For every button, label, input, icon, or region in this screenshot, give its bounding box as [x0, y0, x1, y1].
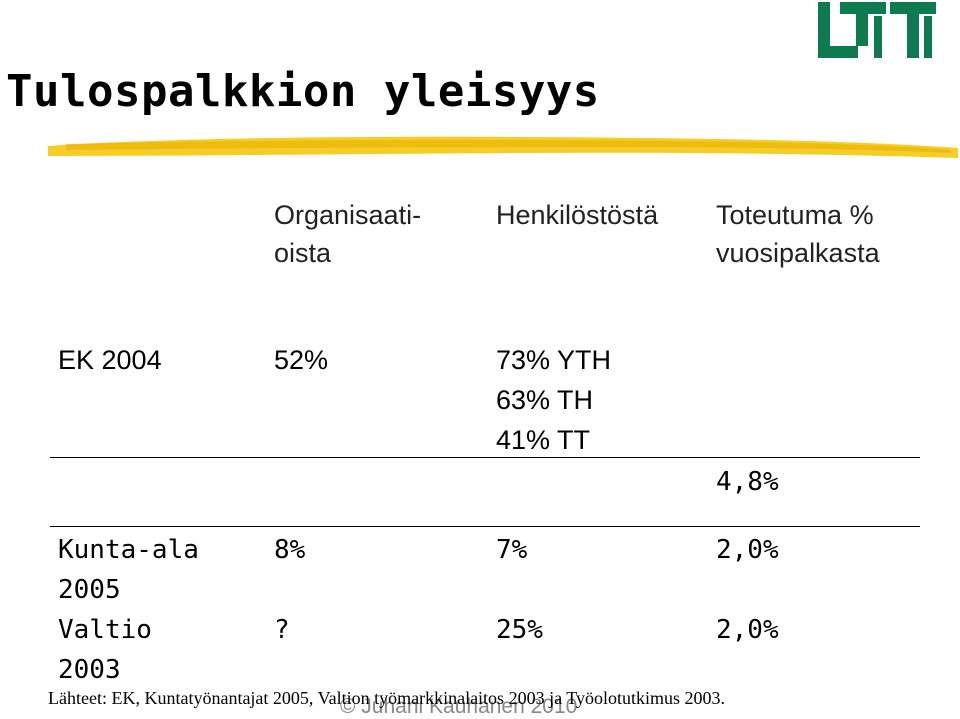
row-valtio-staff: 25% — [496, 615, 543, 645]
ltt-logo — [818, 2, 936, 58]
header-realization: Toteutuma % vuosipalkasta — [716, 200, 880, 268]
row-valtio-organizations: ? — [274, 615, 290, 645]
copyright-note: © Juhani Kauhanen 2010 — [340, 695, 578, 718]
slide-title: Tulospalkkion yleisyys — [6, 66, 600, 117]
row-ek-label: EK 2004 — [58, 345, 162, 375]
row-ek-realization: 4,8% — [716, 467, 779, 497]
row-kunta-organizations: 8% — [274, 535, 306, 565]
row-valtio-realization: 2,0% — [716, 615, 779, 645]
divider-bottom — [50, 526, 920, 527]
title-underline — [48, 136, 958, 158]
header-staff: Henkilöstöstä — [496, 200, 659, 230]
sources-note: Lähteet: EK, Kuntatyönantajat 2005, Valt… — [48, 688, 725, 708]
row-kunta-realization: 2,0% — [716, 535, 779, 565]
header-organizations: Organisaati- oista — [274, 200, 422, 268]
row-ek-staff: 73% YTH 63% TH 41% TT — [496, 345, 612, 455]
row-valtio-label: Valtio 2003 — [58, 615, 152, 685]
divider-top — [50, 457, 920, 458]
row-kunta-label: Kunta-ala 2005 — [58, 535, 199, 605]
row-ek-organizations: 52% — [274, 345, 329, 375]
row-kunta-staff: 7% — [496, 535, 528, 565]
